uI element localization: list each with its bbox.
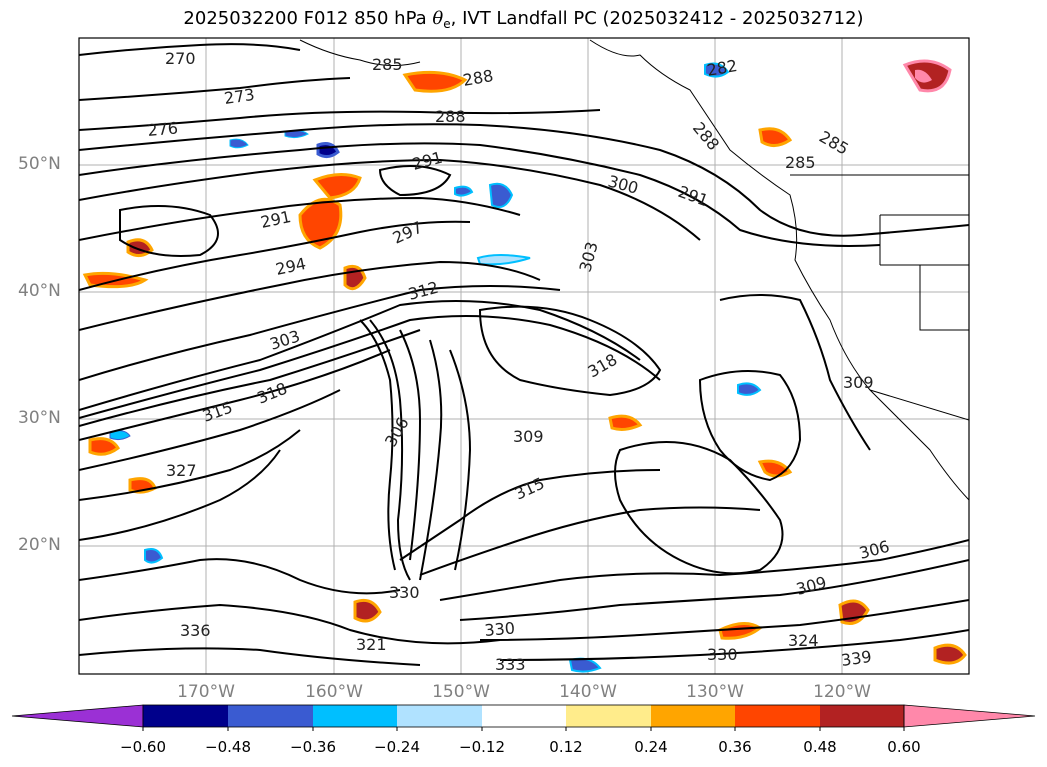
lat-label: 40°N (18, 281, 61, 301)
colorbar-segment (143, 705, 228, 727)
colorbar-segment (735, 705, 820, 727)
contour-label: 276 (147, 118, 179, 140)
gridlines (79, 38, 969, 674)
colorbar-segment (651, 705, 735, 727)
plot-title: 2025032200 F012 850 hPa θe, IVT Landfall… (0, 8, 1047, 31)
colorbar-tick-label: 0.60 (887, 738, 921, 756)
lon-label: 120°W (813, 682, 871, 702)
colorbar-tick-label: 0.12 (549, 738, 583, 756)
contour-labels: 270 273 276 285 288 288 291 291 291 294 … (147, 49, 892, 674)
colorbar-segment (482, 705, 566, 727)
title-prefix: 2025032200 F012 850 hPa (183, 8, 433, 29)
colorbar (11, 704, 1036, 731)
colorbar-segment (566, 705, 651, 727)
lat-label: 20°N (18, 535, 61, 555)
contour-label: 288 (435, 107, 466, 126)
colorbar-tick-label: −0.60 (120, 738, 166, 756)
contour-label: 336 (180, 621, 211, 640)
lon-label: 130°W (686, 682, 744, 702)
contour-label: 309 (513, 427, 544, 446)
coastlines (299, 39, 969, 501)
contour-label: 270 (165, 49, 196, 68)
contour-label: 330 (389, 583, 420, 602)
contour-label: 330 (484, 618, 516, 640)
contour-label: 333 (495, 655, 526, 674)
colorbar-tick-label: −0.24 (374, 738, 420, 756)
theta-e-contours (79, 43, 969, 666)
map-content: 270 273 276 285 288 288 291 291 291 294 … (79, 38, 969, 674)
colorbar-segment (228, 705, 313, 727)
colorbar-segment (397, 705, 482, 727)
lat-label: 30°N (18, 408, 61, 428)
colorbar-tick-label: 0.36 (718, 738, 752, 756)
map-background (79, 38, 969, 674)
colorbar-tick-label: −0.36 (290, 738, 336, 756)
theta-symbol: θ (432, 8, 444, 29)
colorbar-frame (142, 704, 905, 728)
contour-label: 339 (840, 647, 873, 670)
colorbar-segment (313, 705, 397, 727)
colorbar-extend-low (11, 704, 144, 728)
contour-label: 330 (707, 645, 738, 664)
contour-label: 285 (372, 55, 403, 74)
contour-label: 273 (223, 85, 256, 108)
lon-label: 160°W (305, 682, 363, 702)
contour-label: 309 (843, 373, 874, 392)
lat-label: 50°N (18, 154, 61, 174)
colorbar-tick-label: 0.24 (634, 738, 668, 756)
contour-label: 324 (788, 631, 819, 650)
colorbar-tick-label: −0.12 (459, 738, 505, 756)
title-suffix: , IVT Landfall PC (2025032412 - 20250327… (450, 8, 864, 29)
colorbar-extend-high (903, 704, 1036, 728)
lon-label: 170°W (177, 682, 235, 702)
contour-label: 327 (166, 461, 197, 480)
lon-label: 140°W (559, 682, 617, 702)
contour-label: 321 (356, 635, 387, 654)
contour-label: 285 (785, 153, 816, 172)
lon-label: 150°W (432, 682, 490, 702)
colorbar-tick-label: −0.48 (205, 738, 251, 756)
colorbar-tick-label: 0.48 (803, 738, 837, 756)
colorbar-segment (820, 705, 904, 727)
theta-subscript: e (443, 17, 451, 31)
map-frame (78, 37, 970, 675)
